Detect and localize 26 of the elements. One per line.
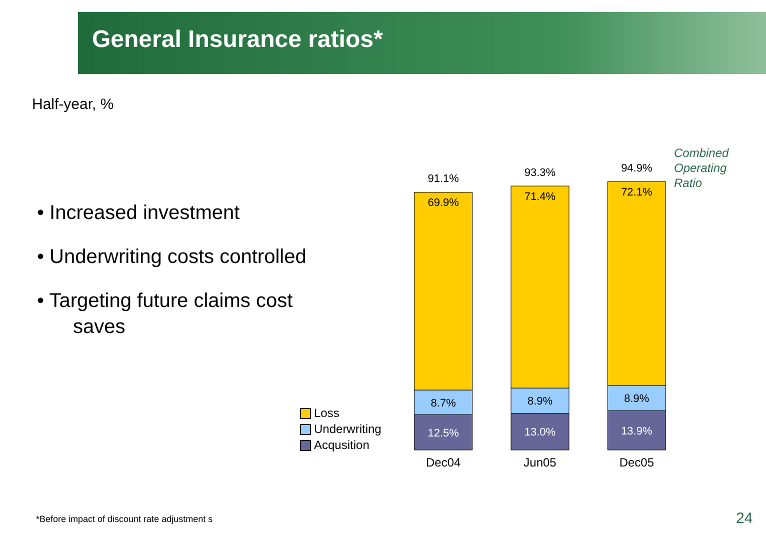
chart-title: General Insurance ratios* (92, 26, 383, 54)
text: *Before impact of discount rate adjustment s (36, 514, 213, 524)
annotation: Combined Operating Ratio (674, 146, 730, 191)
legend-label: Underwriting (314, 422, 382, 436)
x-tick-label: Dec05 (619, 456, 654, 470)
legend-label: Loss (314, 406, 340, 420)
text: • Targeting future claims cost saves (37, 289, 294, 340)
text: Half-year, % (32, 96, 114, 113)
text: • Underwriting costs controlled (37, 245, 308, 270)
data-label: 8.9% (624, 393, 650, 406)
data-label: 13.9% (621, 425, 652, 438)
total-label: 93.3% (524, 167, 556, 180)
data-label: 69.9% (428, 197, 460, 210)
data-label: 12.5% (428, 427, 460, 440)
text: • Increased investment (37, 201, 241, 226)
data-label: 71.4% (524, 191, 556, 204)
total-label: 94.9% (621, 162, 652, 174)
data-label: 72.1% (621, 186, 652, 198)
data-label: 8.7% (430, 397, 456, 410)
x-tick-label: Dec04 (426, 456, 462, 470)
legend-label: Acqusition (314, 438, 370, 452)
data-label: 8.9% (527, 396, 553, 408)
data-label: 13.0% (524, 426, 556, 439)
total-label: 91.1% (428, 173, 460, 186)
text: 24 (736, 510, 753, 527)
x-tick-label: Jun05 (524, 456, 557, 470)
